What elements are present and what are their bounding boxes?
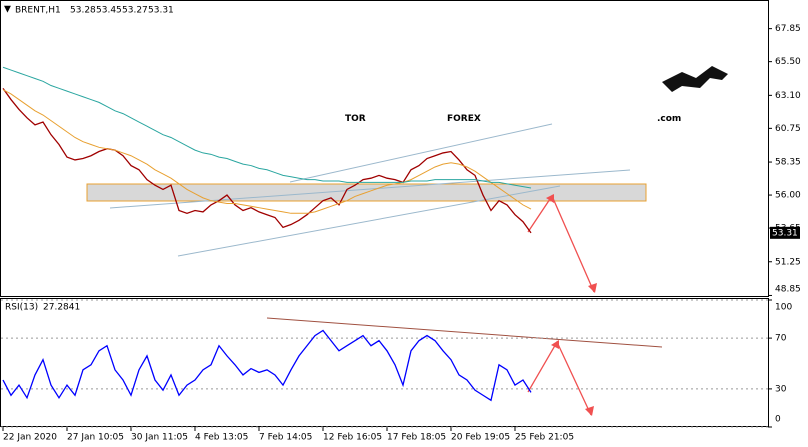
channel-line xyxy=(177,185,561,257)
channel-line xyxy=(109,169,631,209)
x-tick-label: 17 Feb 18:05 xyxy=(387,433,446,443)
x-tick-label: 4 Feb 13:05 xyxy=(195,433,248,443)
y-tick-label: 51.25 xyxy=(775,257,801,267)
arrow-head xyxy=(551,340,594,416)
x-tick-label: 25 Feb 21:05 xyxy=(515,433,574,443)
channel-line xyxy=(289,123,553,183)
x-tick-label: 20 Feb 19:05 xyxy=(451,433,510,443)
rsi-trend-line xyxy=(266,317,663,348)
y-tick-label: 67.85 xyxy=(775,24,801,34)
y-tick-label: 0 xyxy=(775,415,781,425)
y-tick-label: 63.10 xyxy=(775,91,801,101)
watermark: TOR FOREX .com xyxy=(345,66,728,124)
chart-title: BRENT,H1 xyxy=(15,6,61,16)
y-tick-label: 100 xyxy=(775,303,792,313)
y-tick-label: 70 xyxy=(775,334,787,344)
rsi-title: RSI(13) xyxy=(5,303,38,313)
x-tick-label: 7 Feb 14:05 xyxy=(259,433,312,443)
x-tick-label: 27 Jan 10:05 xyxy=(67,433,124,443)
price-tag xyxy=(770,226,800,239)
bull-icon xyxy=(662,66,728,92)
y-tick-label: 30 xyxy=(775,384,787,394)
series-line xyxy=(2,87,532,234)
y-tick-label: 56.00 xyxy=(775,191,801,201)
y-tick-label: 60.75 xyxy=(775,124,801,134)
x-tick-label: 22 Jan 2020 xyxy=(3,433,57,443)
price-tag-label: 53.31 xyxy=(772,228,798,238)
price-frame xyxy=(0,0,769,297)
series-line xyxy=(2,329,532,402)
watermark-text: FOREX xyxy=(447,114,481,124)
watermark-text: TOR xyxy=(345,114,366,124)
ohlc-value: 53.45 xyxy=(96,6,122,16)
ohlc-value: 53.31 xyxy=(148,6,174,16)
series-line xyxy=(2,66,532,189)
y-tick-label: 58.35 xyxy=(775,158,801,168)
header-marker: ▼ xyxy=(4,5,11,15)
ohlc-value: 53.28 xyxy=(70,6,96,16)
x-tick-label: 30 Jan 11:05 xyxy=(131,433,188,443)
rsi-value: 27.2841 xyxy=(43,303,80,313)
series-line xyxy=(2,89,532,214)
x-tick-label: 12 Feb 16:05 xyxy=(323,433,382,443)
y-tick-label: 65.50 xyxy=(775,57,801,67)
rsi-frame xyxy=(0,298,769,427)
watermark-text: .com xyxy=(657,114,681,124)
y-tick-label: 48.85 xyxy=(775,285,801,295)
ohlc-value: 53.27 xyxy=(122,6,148,16)
